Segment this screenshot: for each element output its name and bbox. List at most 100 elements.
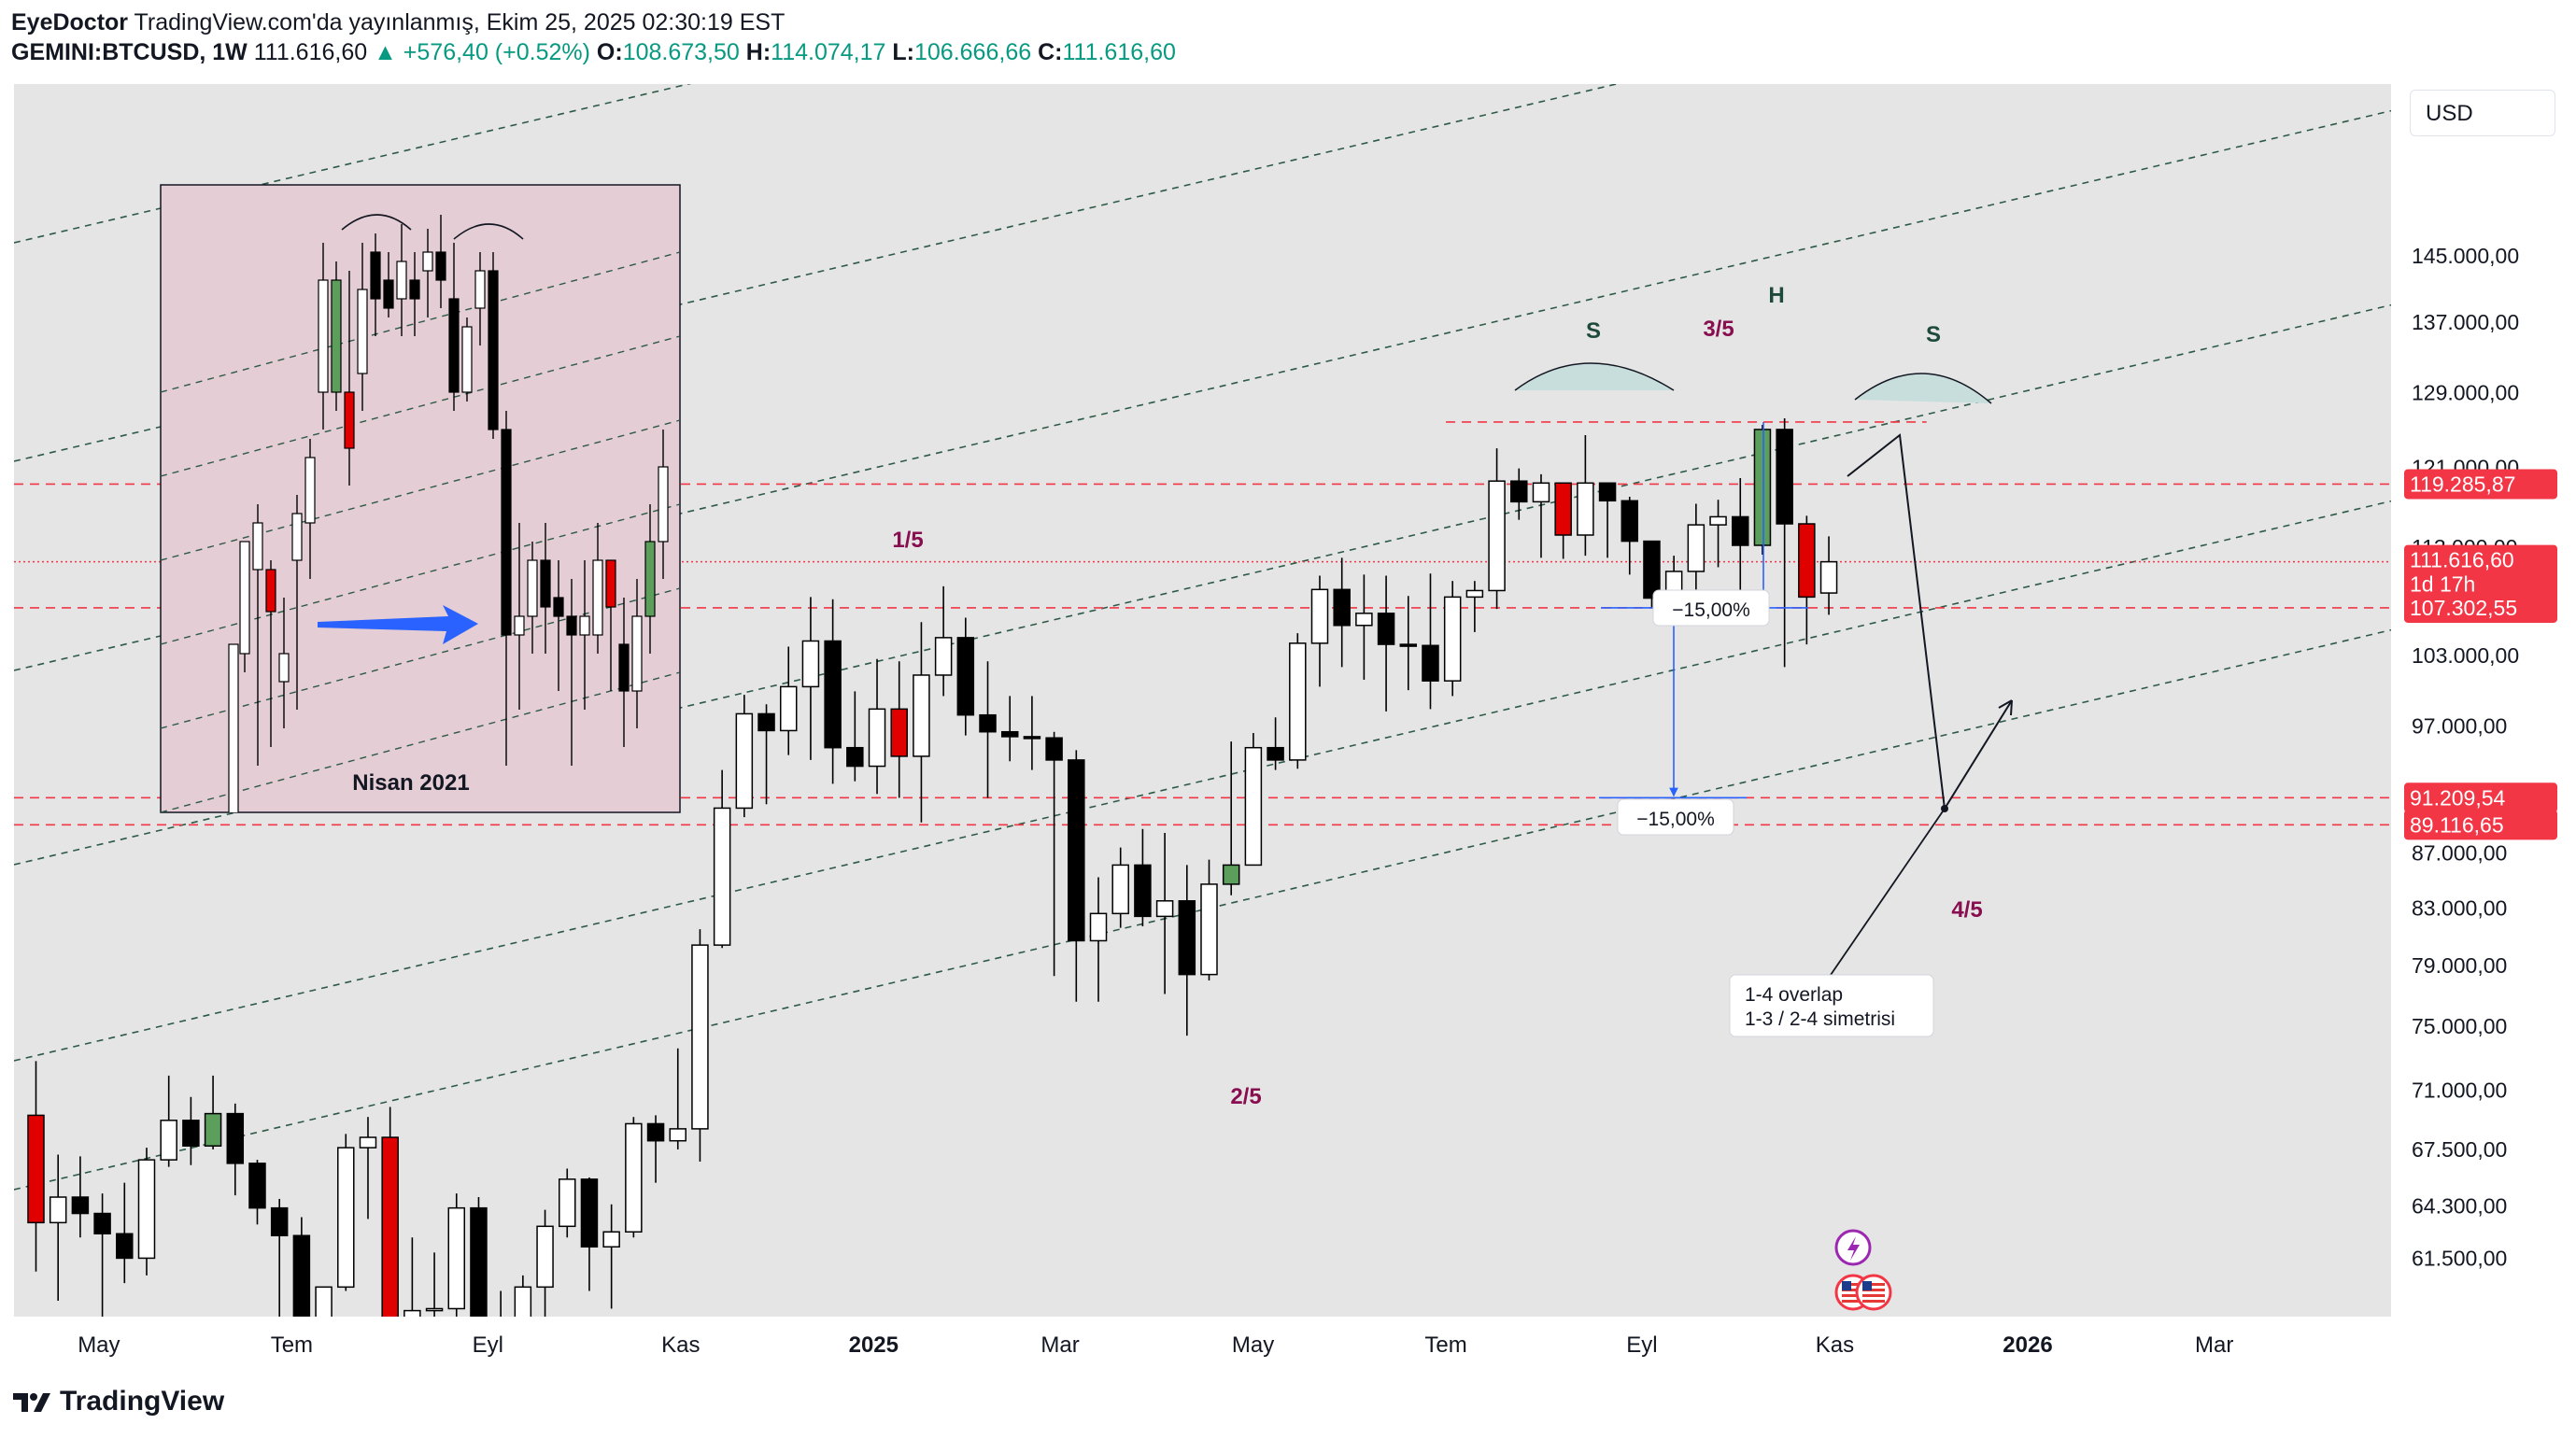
candle[interactable] (1753, 429, 1772, 546)
candle[interactable] (1819, 560, 1838, 594)
candle[interactable] (1134, 864, 1152, 918)
candle[interactable] (248, 1163, 266, 1209)
tradingview-logo[interactable]: TradingView (11, 1386, 224, 1417)
candle[interactable] (625, 1122, 643, 1234)
candle[interactable] (1023, 736, 1041, 740)
candle[interactable] (1443, 596, 1462, 682)
candle[interactable] (1111, 864, 1129, 915)
candle[interactable] (292, 1234, 311, 1331)
inset-candle (228, 643, 239, 812)
candle[interactable] (1776, 429, 1793, 525)
candle[interactable] (1709, 515, 1727, 526)
candle[interactable] (1310, 588, 1329, 644)
candle[interactable] (204, 1112, 222, 1147)
candle[interactable] (470, 1206, 488, 1341)
candle[interactable] (890, 708, 908, 757)
candle[interactable] (1465, 589, 1484, 599)
candle[interactable] (1510, 480, 1528, 503)
candle[interactable] (27, 1114, 45, 1224)
inset-candle (409, 279, 420, 300)
wave-label: 2/5 (1230, 1084, 1261, 1109)
candle[interactable] (824, 640, 842, 749)
candle[interactable] (1554, 482, 1572, 536)
candle[interactable] (1621, 500, 1639, 543)
candle[interactable] (425, 1307, 444, 1312)
candle[interactable] (359, 1136, 377, 1149)
candle[interactable] (315, 1286, 333, 1331)
candle[interactable] (1732, 515, 1749, 546)
candle[interactable] (735, 712, 754, 810)
price-axis[interactable] (2391, 84, 2576, 1317)
candle[interactable] (1089, 912, 1108, 942)
candle[interactable] (116, 1233, 134, 1260)
inset-candle (514, 615, 525, 636)
y-tick-label: 75.000,00 (2412, 1014, 2507, 1038)
candle[interactable] (801, 640, 820, 688)
candle[interactable] (1577, 482, 1594, 536)
candle[interactable] (934, 637, 953, 676)
candle[interactable] (226, 1112, 245, 1164)
candle[interactable] (182, 1120, 200, 1147)
author-name[interactable]: EyeDoctor (11, 9, 129, 35)
candle[interactable] (669, 1128, 686, 1142)
low-value: 106.666,66 (914, 39, 1032, 65)
candle[interactable] (137, 1159, 156, 1260)
candle[interactable] (1222, 864, 1240, 885)
candle[interactable] (1399, 643, 1418, 647)
candle[interactable] (1422, 644, 1439, 682)
percent-label-box (1652, 589, 1770, 627)
candle[interactable] (868, 708, 886, 768)
candle[interactable] (1045, 737, 1063, 761)
inset-candle (592, 559, 603, 636)
candle[interactable] (71, 1196, 90, 1215)
percent-label: −15,00% (1636, 809, 1715, 830)
candle[interactable] (1488, 480, 1506, 592)
currency-button[interactable]: USD (2410, 90, 2555, 136)
candle[interactable] (1687, 524, 1706, 572)
candle[interactable] (956, 637, 975, 716)
candle[interactable] (93, 1212, 111, 1235)
candle[interactable] (1244, 746, 1263, 867)
candle[interactable] (913, 674, 930, 757)
candle[interactable] (1000, 730, 1019, 738)
candle[interactable] (691, 944, 709, 1130)
candle[interactable] (1289, 642, 1307, 761)
candle[interactable] (559, 1178, 576, 1228)
candle[interactable] (580, 1178, 599, 1248)
inset-candle (344, 391, 355, 449)
candle[interactable] (979, 713, 997, 733)
candle[interactable] (536, 1225, 554, 1289)
candle[interactable] (337, 1147, 355, 1289)
candle[interactable] (1068, 759, 1085, 942)
candle[interactable] (602, 1231, 620, 1248)
candle[interactable] (713, 807, 731, 946)
candle[interactable] (447, 1206, 466, 1310)
candle[interactable] (381, 1136, 399, 1325)
candle[interactable] (1333, 588, 1351, 627)
candle[interactable] (1598, 482, 1617, 502)
candle[interactable] (1643, 540, 1661, 599)
candle[interactable] (1178, 900, 1196, 976)
candle[interactable] (270, 1206, 289, 1236)
candle[interactable] (1532, 482, 1550, 503)
candle[interactable] (646, 1122, 665, 1142)
y-tick-label: 83.000,00 (2412, 895, 2507, 920)
y-tick-label: 79.000,00 (2412, 953, 2507, 978)
candle[interactable] (1798, 523, 1816, 599)
candle[interactable] (1267, 746, 1284, 761)
symbol-label[interactable]: GEMINI:BTCUSD, 1W (11, 39, 248, 65)
candle[interactable] (1200, 883, 1218, 976)
us-flag-icon[interactable] (1855, 1274, 1892, 1311)
time-axis[interactable] (14, 1317, 2391, 1373)
candle[interactable] (779, 685, 798, 732)
candle[interactable] (160, 1120, 177, 1161)
candle[interactable] (403, 1309, 421, 1325)
candle[interactable] (1355, 613, 1373, 627)
candle[interactable] (49, 1196, 67, 1224)
candle[interactable] (1155, 900, 1174, 918)
candle[interactable] (1377, 613, 1395, 645)
candle[interactable] (846, 746, 864, 768)
candle[interactable] (757, 712, 775, 732)
candle[interactable] (514, 1286, 532, 1392)
